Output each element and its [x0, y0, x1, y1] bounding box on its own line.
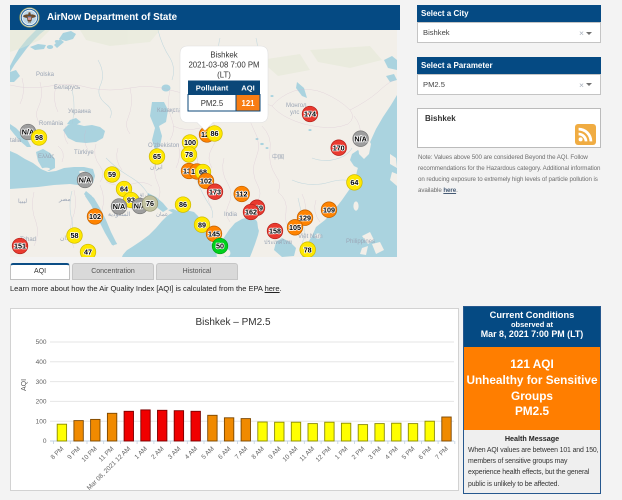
- svg-text:N/A: N/A: [113, 202, 125, 211]
- svg-text:1 AM: 1 AM: [133, 445, 148, 460]
- svg-text:ประเทศไทย: ประเทศไทย: [264, 239, 292, 246]
- svg-text:47: 47: [84, 248, 92, 257]
- svg-text:N/A: N/A: [22, 128, 34, 137]
- svg-text:N/A: N/A: [134, 202, 146, 211]
- svg-text:ایران: ایران: [150, 164, 163, 171]
- svg-text:Tchad: Tchad: [20, 237, 36, 243]
- svg-text:102: 102: [200, 177, 212, 186]
- svg-text:talia: talia: [10, 138, 22, 144]
- svg-text:102: 102: [89, 212, 101, 221]
- svg-text:98: 98: [35, 133, 43, 142]
- svg-text:Türkiye: Türkiye: [74, 150, 94, 156]
- svg-text:500: 500: [36, 339, 47, 346]
- svg-text:4 AM: 4 AM: [184, 445, 199, 460]
- svg-text:78: 78: [304, 245, 312, 254]
- svg-text:12 PM: 12 PM: [315, 445, 333, 463]
- svg-text:2 PM: 2 PM: [351, 445, 367, 461]
- svg-text:10 PM: 10 PM: [80, 445, 98, 463]
- svg-text:Беларусь: Беларусь: [54, 85, 80, 91]
- svg-text:Bishkek: Bishkek: [210, 51, 237, 60]
- svg-text:109: 109: [323, 205, 335, 214]
- svg-text:N/A: N/A: [354, 134, 366, 143]
- svg-text:162: 162: [245, 208, 257, 217]
- svg-text:مصر: مصر: [58, 197, 71, 203]
- svg-text:Polska: Polska: [36, 72, 55, 78]
- svg-text:AQI: AQI: [241, 84, 255, 93]
- svg-text:7 AM: 7 AM: [234, 445, 249, 460]
- svg-text:5 PM: 5 PM: [401, 445, 417, 461]
- svg-text:8 PM: 8 PM: [50, 445, 66, 461]
- svg-text:România: România: [39, 121, 64, 127]
- svg-text:AQI: AQI: [21, 379, 28, 391]
- svg-text:(LT): (LT): [217, 71, 231, 80]
- svg-text:129: 129: [299, 213, 311, 222]
- svg-text:174: 174: [304, 110, 316, 119]
- svg-text:ليبيا: ليبيا: [18, 198, 27, 205]
- svg-text:158: 158: [269, 227, 281, 236]
- svg-text:Ελλάς: Ελλάς: [38, 153, 54, 160]
- svg-text:2 AM: 2 AM: [150, 445, 165, 460]
- svg-text:4 PM: 4 PM: [384, 445, 400, 461]
- svg-text:86: 86: [211, 129, 219, 138]
- svg-text:1 PM: 1 PM: [334, 445, 350, 461]
- svg-text:78: 78: [185, 150, 193, 159]
- svg-text:10 AM: 10 AM: [281, 445, 299, 463]
- svg-text:Казақстан: Казақстан: [157, 108, 185, 114]
- svg-text:300: 300: [36, 379, 47, 386]
- svg-text:Bishkek – PM2.5: Bishkek – PM2.5: [195, 317, 270, 328]
- svg-text:50: 50: [216, 242, 224, 251]
- svg-text:عمان: عمان: [156, 211, 168, 218]
- svg-text:عراق: عراق: [138, 192, 150, 199]
- svg-text:112: 112: [236, 190, 248, 199]
- svg-text:Монгол: Монгол: [286, 103, 307, 109]
- svg-text:86: 86: [179, 200, 187, 209]
- svg-text:N/A: N/A: [79, 176, 91, 185]
- svg-text:11 AM: 11 AM: [298, 445, 316, 463]
- svg-text:Украина: Украина: [68, 109, 92, 115]
- svg-text:Pollutant: Pollutant: [196, 84, 229, 93]
- svg-text:64: 64: [120, 185, 128, 194]
- svg-text:中国: 中国: [272, 153, 284, 161]
- svg-text:Việt Nam: Việt Nam: [298, 234, 323, 240]
- svg-text:улс: улс: [290, 110, 299, 116]
- svg-text:59: 59: [108, 170, 116, 179]
- svg-text:76: 76: [146, 199, 154, 208]
- svg-text:151: 151: [14, 242, 26, 251]
- svg-text:64: 64: [350, 178, 358, 187]
- svg-text:PM2.5: PM2.5: [201, 99, 224, 108]
- svg-text:6 AM: 6 AM: [217, 445, 232, 460]
- svg-text:145: 145: [208, 229, 220, 238]
- svg-text:200: 200: [36, 399, 47, 406]
- svg-text:7 PM: 7 PM: [434, 445, 450, 461]
- svg-text:65: 65: [153, 152, 161, 161]
- svg-text:6 PM: 6 PM: [417, 445, 433, 461]
- svg-text:3 PM: 3 PM: [367, 445, 383, 461]
- svg-text:400: 400: [36, 359, 47, 366]
- svg-text:3 AM: 3 AM: [167, 445, 182, 460]
- svg-text:100: 100: [184, 138, 196, 147]
- svg-text:89: 89: [198, 220, 206, 229]
- svg-text:173: 173: [209, 187, 221, 196]
- svg-text:93: 93: [127, 196, 135, 205]
- svg-text:8 AM: 8 AM: [250, 445, 265, 460]
- svg-text:100: 100: [36, 418, 47, 425]
- svg-text:121: 121: [241, 99, 255, 108]
- svg-text:0: 0: [43, 438, 47, 445]
- svg-text:105: 105: [289, 223, 301, 232]
- svg-text:India: India: [224, 212, 238, 218]
- svg-text:170: 170: [333, 143, 345, 152]
- svg-text:5 AM: 5 AM: [200, 445, 215, 460]
- svg-text:58: 58: [71, 231, 79, 240]
- svg-text:Philippines: Philippines: [346, 239, 375, 245]
- svg-text:68: 68: [199, 168, 207, 177]
- svg-text:Oʻzbekiston: Oʻzbekiston: [148, 142, 179, 149]
- svg-text:2021-03-08 7:00 PM: 2021-03-08 7:00 PM: [188, 61, 259, 70]
